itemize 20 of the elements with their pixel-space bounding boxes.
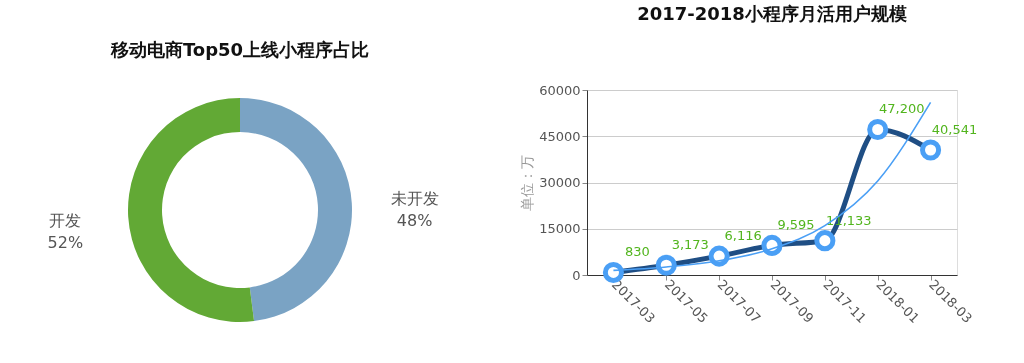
data-label: 3,173 (671, 237, 709, 253)
donut-slice (240, 98, 352, 322)
data-label: 47,200 (878, 101, 925, 117)
chart-title: 移动电商Top50上线小程序占比 (109, 39, 370, 60)
data-label: 6,116 (724, 228, 762, 244)
chart-title: 2017-2018小程序月活用户规模 (637, 3, 907, 24)
data-label: 40,541 (931, 122, 978, 137)
data-label: 830 (625, 244, 650, 260)
y-tick-label: 15000 (539, 221, 581, 237)
y-tick-label: 60000 (539, 82, 581, 98)
data-label: 9,595 (777, 217, 815, 233)
y-tick-label: 0 (572, 267, 581, 283)
y-tick-label: 45000 (539, 128, 581, 144)
slice-label: 未开发 (390, 189, 439, 209)
data-label: 48% (396, 211, 433, 231)
slice-label: 开发 (49, 210, 82, 230)
y-axis-title: 单位：万 (519, 155, 536, 211)
donut-slice (128, 98, 255, 322)
y-tick-label: 30000 (539, 175, 581, 190)
data-label: 52% (47, 232, 84, 252)
